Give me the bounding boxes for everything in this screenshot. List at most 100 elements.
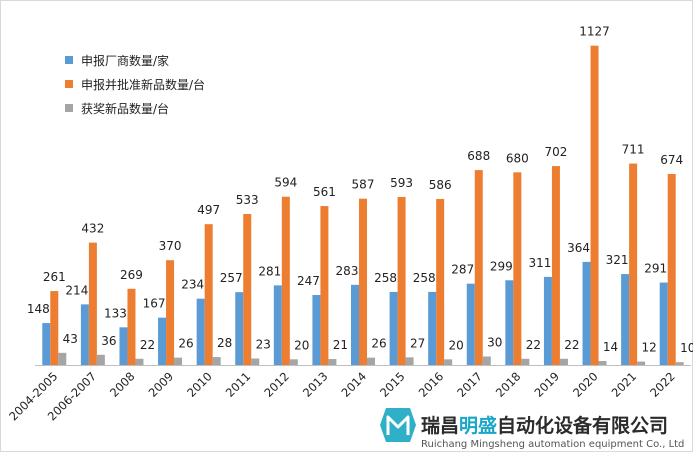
bar-series0-2016 [428, 291, 437, 365]
value-label-series1-2013: 561 [313, 185, 336, 199]
value-label-series0-2014: 283 [336, 264, 359, 278]
value-label-series0-2010: 234 [181, 278, 204, 292]
value-label-series2-2006-2007: 36 [101, 334, 116, 348]
bar-series0-2011 [235, 292, 244, 365]
value-label-series1-2016: 586 [429, 178, 452, 192]
value-label-series2-2013: 21 [333, 338, 348, 352]
bar-series0-2006-2007 [80, 304, 89, 365]
company-name-cn: 瑞昌明盛自动化设备有限公司 [421, 414, 668, 437]
value-label-series0-2022: 291 [644, 262, 667, 276]
value-label-series0-2016: 258 [413, 271, 436, 285]
value-label-series1-2012: 594 [274, 176, 297, 190]
company-name-en: Ruichang Mingsheng automation equipment … [421, 439, 684, 450]
value-label-series2-2021: 12 [641, 341, 656, 355]
bar-series0-2022 [659, 282, 668, 365]
value-labels-layer: 148 261 43 214 432 36 133 269 22 167 370 26 234 497 28… [27, 25, 693, 355]
bar-series0-2010 [196, 298, 205, 365]
bar-series0-2008 [119, 327, 128, 365]
bar-series1-2008 [127, 288, 136, 365]
value-label-series2-2011: 23 [256, 337, 271, 351]
legend-swatch-manufacturers [65, 56, 73, 64]
value-label-series0-2020: 364 [567, 241, 590, 255]
value-label-series1-2011: 533 [236, 193, 259, 207]
x-tick-label-2012: 2012 [261, 369, 292, 400]
value-label-series1-2006-2007: 432 [81, 222, 104, 236]
value-label-series0-2004-2005: 148 [27, 302, 50, 316]
company-name-cn-part2: 明盛 [459, 414, 497, 437]
value-label-series2-2020: 14 [603, 340, 618, 354]
bar-series2-2013 [328, 359, 337, 365]
bar-series0-2004-2005 [42, 323, 51, 365]
value-label-series1-2010: 497 [197, 203, 220, 217]
bar-series1-2012 [281, 196, 290, 365]
company-name-cn-part1: 瑞昌 [421, 414, 459, 437]
value-label-series0-2018: 299 [490, 259, 513, 273]
legend-label-approved-products: 申报并批准新品数量/台 [81, 77, 205, 92]
bar-series2-2022 [675, 362, 684, 365]
value-label-series1-2014: 587 [352, 178, 375, 192]
value-label-series1-2017: 688 [467, 149, 490, 163]
company-name-cn-part3: 自动化设备有限公司 [497, 414, 668, 437]
bar-series2-2008 [135, 358, 144, 365]
bar-series2-2012 [289, 359, 298, 365]
legend: 申报厂商数量/家 申报并批准新品数量/台 获奖新品数量/台 [65, 53, 205, 116]
bar-series2-2019 [559, 358, 568, 365]
x-tick-label-2015: 2015 [377, 369, 408, 400]
value-label-series2-2019: 22 [564, 338, 579, 352]
x-tick-label-2016: 2016 [416, 369, 447, 400]
value-label-series0-2011: 257 [220, 271, 243, 285]
value-label-series1-2009: 370 [159, 239, 182, 253]
bar-series2-2017 [482, 356, 491, 365]
value-label-series2-2022: 10 [680, 341, 693, 355]
bar-series1-2014 [359, 198, 367, 365]
bar-series0-2018 [505, 280, 514, 365]
bar-series0-2021 [621, 274, 630, 365]
value-label-series0-2019: 311 [528, 256, 551, 270]
bar-series2-2004-2005 [58, 352, 67, 365]
x-tick-label-2022: 2022 [647, 369, 678, 400]
bar-series0-2019 [543, 276, 552, 365]
x-tick-label-2017: 2017 [454, 369, 485, 400]
legend-swatch-approved-products [65, 80, 73, 88]
x-tick-label-2008: 2008 [107, 369, 138, 400]
bar-series1-2017 [474, 170, 483, 365]
bar-series2-2021 [637, 361, 646, 365]
value-label-series1-2020: 1127 [579, 25, 610, 39]
bar-series1-2015 [397, 196, 406, 365]
bar-series1-2019 [551, 166, 560, 365]
value-label-series1-2018: 680 [506, 151, 529, 165]
bar-series2-2020 [598, 361, 607, 365]
bar-series2-2010 [212, 357, 221, 365]
bar-series1-2021 [629, 163, 638, 365]
bar-series2-2018 [521, 358, 530, 365]
bar-series1-2011 [243, 213, 252, 365]
x-tick-label-2014: 2014 [339, 369, 370, 400]
value-label-series0-2008: 133 [104, 306, 127, 320]
bar-series0-2017 [466, 283, 475, 365]
value-label-series0-2006-2007: 214 [65, 283, 88, 297]
bar-series1-2016 [436, 198, 445, 365]
legend-label-manufacturers: 申报厂商数量/家 [81, 53, 169, 68]
bar-series1-2020 [590, 45, 599, 366]
legend-swatch-awarded-products [65, 104, 73, 112]
x-tick-label-2010: 2010 [184, 369, 215, 400]
bar-series0-2015 [389, 291, 398, 365]
value-label-series2-2009: 26 [178, 337, 193, 351]
value-label-series0-2012: 281 [258, 264, 281, 278]
value-label-series1-2004-2005: 261 [43, 270, 66, 284]
bar-series1-2013 [320, 206, 329, 365]
value-label-series2-2016: 20 [449, 338, 464, 352]
bar-series0-2012 [273, 285, 282, 365]
bar-series2-2011 [251, 358, 260, 365]
bar-series1-2006-2007 [88, 242, 97, 365]
bar-series1-2009 [166, 260, 175, 365]
legend-label-awarded-products: 获奖新品数量/台 [81, 101, 169, 116]
value-label-series2-2012: 20 [294, 338, 309, 352]
value-label-series2-2014: 26 [371, 337, 386, 351]
value-label-series2-2004-2005: 43 [63, 332, 78, 346]
value-label-series2-2010: 28 [217, 336, 232, 350]
value-label-series0-2021: 321 [606, 253, 629, 267]
bar-series1-2004-2005 [50, 291, 59, 365]
